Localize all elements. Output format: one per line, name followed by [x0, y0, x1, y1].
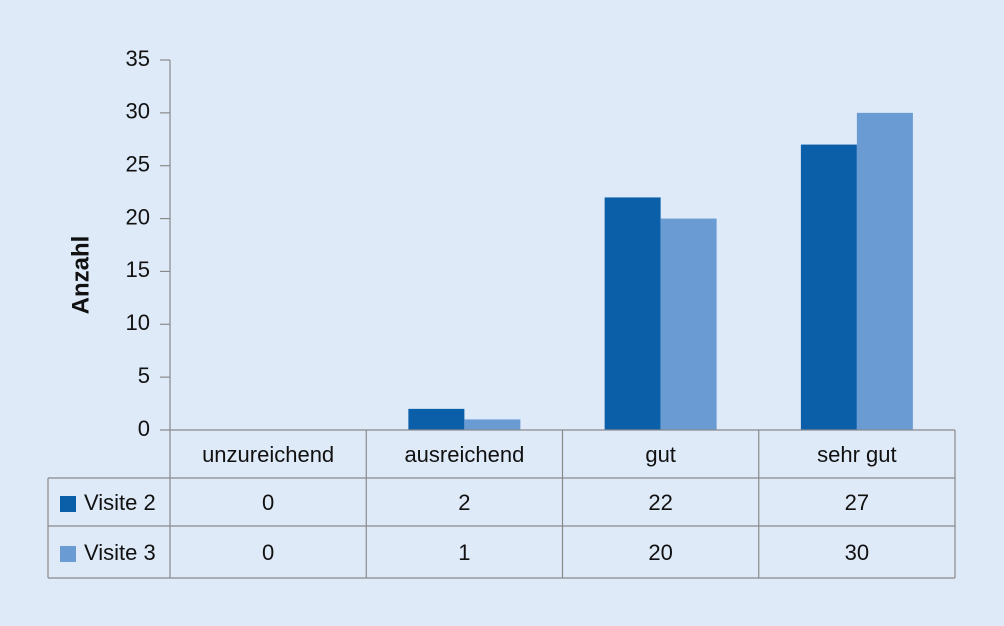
bar [604, 197, 661, 430]
bar [660, 218, 717, 430]
y-tick-label: 20 [126, 204, 150, 229]
bar [408, 408, 465, 430]
x-tick-label: sehr gut [817, 442, 897, 467]
legend-label: Visite 3 [84, 540, 156, 565]
y-axis-label: Anzahl [67, 236, 94, 315]
x-tick-label: ausreichend [404, 442, 524, 467]
table-value: 22 [648, 490, 672, 515]
table-value: 30 [845, 540, 869, 565]
bar [464, 419, 521, 430]
table-value: 2 [458, 490, 470, 515]
bar [800, 144, 857, 431]
y-tick-label: 35 [126, 46, 150, 71]
bar [856, 112, 913, 430]
y-tick-label: 15 [126, 257, 150, 282]
legend-swatch [60, 496, 76, 512]
y-tick-label: 0 [138, 416, 150, 441]
x-tick-label: gut [645, 442, 676, 467]
table-value: 27 [845, 490, 869, 515]
y-tick-label: 5 [138, 363, 150, 388]
y-tick-label: 10 [126, 310, 150, 335]
y-tick-label: 25 [126, 152, 150, 177]
y-tick-label: 30 [126, 99, 150, 124]
table-value: 1 [458, 540, 470, 565]
x-tick-label: unzureichend [202, 442, 334, 467]
legend-label: Visite 2 [84, 490, 156, 515]
table-value: 0 [262, 490, 274, 515]
table-value: 0 [262, 540, 274, 565]
legend-swatch [60, 546, 76, 562]
table-value: 20 [648, 540, 672, 565]
